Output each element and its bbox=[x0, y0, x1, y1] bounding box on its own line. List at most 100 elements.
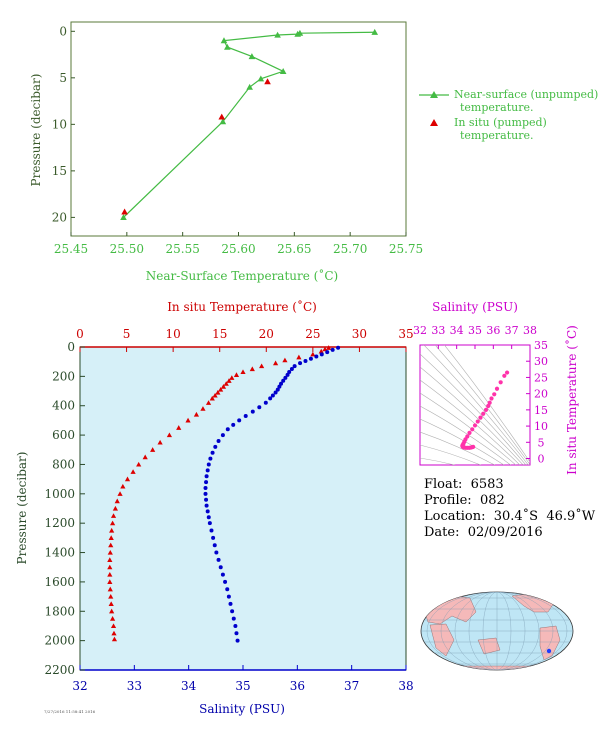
temperature-point bbox=[259, 363, 265, 369]
temperature-point bbox=[150, 447, 156, 452]
ts-y-tick-label: 15 bbox=[534, 404, 548, 417]
temperature-tick-label: 0 bbox=[76, 327, 84, 341]
salinity-point bbox=[268, 396, 273, 401]
ts-point bbox=[487, 400, 492, 405]
unpumped-temperature-point bbox=[246, 83, 253, 90]
salinity-point bbox=[263, 400, 268, 405]
profile-number: Profile: 082 bbox=[424, 493, 505, 508]
unpumped-temperature-point bbox=[220, 37, 228, 44]
legend-label-unpumped: Near-surface (unpumped) temperature. bbox=[454, 88, 601, 114]
salinity-point bbox=[231, 422, 236, 427]
salinity-point bbox=[218, 565, 223, 570]
salinity-point bbox=[277, 384, 282, 389]
ts-point bbox=[472, 423, 478, 428]
ts-point bbox=[478, 415, 483, 420]
temperature-point bbox=[114, 498, 120, 504]
pressure-tick-label: 1800 bbox=[44, 604, 75, 618]
ts-point bbox=[494, 386, 500, 391]
date: Date: 02/09/2016 bbox=[424, 525, 543, 540]
ts-point bbox=[470, 427, 475, 432]
top-x-tick-label: 25.50 bbox=[110, 242, 144, 256]
unpumped-temperature-point bbox=[371, 28, 379, 35]
salinity-point bbox=[234, 631, 239, 636]
ts-x-ticks: 32 33 34 35 36 37 38 bbox=[413, 324, 537, 349]
map-meridian bbox=[482, 592, 512, 670]
temperature-point bbox=[120, 483, 126, 489]
ts-point bbox=[498, 380, 503, 385]
salinity-point bbox=[211, 535, 216, 540]
ts-x-axis-label: Salinity (PSU) bbox=[432, 300, 518, 314]
ts-point bbox=[481, 411, 486, 416]
pumped-temperature-point bbox=[218, 113, 226, 120]
ts-contour-line bbox=[423, 345, 529, 465]
ts-y-tick-label: 35 bbox=[534, 339, 548, 352]
temperature-point bbox=[117, 491, 123, 496]
temperature-point bbox=[212, 392, 218, 398]
salinity-point bbox=[330, 347, 335, 352]
pressure-tick-label: 800 bbox=[52, 457, 75, 471]
temperature-tick-label: 20 bbox=[259, 327, 274, 341]
top-x-axis-label: Near-Surface Temperature (˚C) bbox=[146, 268, 338, 283]
salinity-tick-label: 37 bbox=[344, 679, 359, 693]
pressure-tick-label: 0 bbox=[67, 340, 75, 354]
temperature-point bbox=[229, 375, 235, 380]
ts-x-tick-label: 37 bbox=[505, 324, 519, 337]
ts-y-tick-label: 30 bbox=[534, 355, 548, 368]
temperature-point bbox=[107, 579, 113, 584]
top-x-tick-label: 25.45 bbox=[54, 242, 88, 256]
salinity-point bbox=[214, 550, 219, 555]
salinity-point bbox=[319, 352, 324, 357]
salinity-point bbox=[325, 350, 330, 355]
ts-y-tick-label: 10 bbox=[534, 420, 548, 433]
ts-point bbox=[502, 373, 507, 378]
salinity-point bbox=[204, 474, 209, 479]
salinity-point bbox=[270, 393, 275, 398]
float-location-marker bbox=[546, 648, 552, 654]
profile-chart: 0 5 10 15 20 25 30 35 32 33 34 35 36 37 38 0 200 400 600… bbox=[15, 299, 414, 716]
temperature-point bbox=[111, 630, 117, 636]
temperature-point bbox=[109, 608, 115, 614]
salinity-point bbox=[298, 361, 303, 366]
temperature-point bbox=[296, 354, 302, 360]
profile-y-axis-label: Pressure (decibar) bbox=[15, 452, 29, 565]
ts-y-tick-label: 25 bbox=[534, 371, 548, 384]
temperature-axis-label: In situ Temperature (˚C) bbox=[167, 299, 317, 314]
salinity-tick-label: 32 bbox=[72, 679, 87, 693]
pressure-tick-label: 200 bbox=[52, 369, 75, 383]
top-y-tick-label: 5 bbox=[59, 71, 67, 85]
temperature-point bbox=[142, 454, 148, 460]
ts-point bbox=[475, 419, 480, 424]
salinity-tick-label: 38 bbox=[398, 679, 413, 693]
near-surface-chart: 25.45 25.50 25.55 25.60 25.65 25.70 25.75 0 5 10… bbox=[29, 21, 601, 283]
temperature-point bbox=[218, 386, 224, 392]
temperature-point bbox=[108, 535, 114, 540]
ts-x-tick-label: 33 bbox=[431, 324, 445, 337]
pumped-temperature-point bbox=[121, 208, 128, 215]
ts-y-tick-label: 5 bbox=[538, 436, 545, 449]
temperature-tick-label: 15 bbox=[212, 327, 227, 341]
top-x-tick-label: 25.70 bbox=[333, 242, 367, 256]
salinity-point bbox=[206, 462, 211, 467]
map-meridian bbox=[426, 592, 568, 670]
salinity-point bbox=[279, 381, 284, 386]
ts-x-tick-label: 34 bbox=[450, 324, 464, 337]
salinity-point bbox=[209, 528, 214, 533]
top-y-ticks: 0 5 10 15 20 bbox=[52, 24, 75, 224]
pressure-tick-label: 1200 bbox=[44, 516, 75, 530]
temperature-point bbox=[136, 461, 142, 467]
unpumped-temperature-point bbox=[219, 118, 227, 125]
temperature-point bbox=[215, 389, 221, 395]
unpumped-temperature-point bbox=[279, 68, 287, 74]
pressure-tick-label: 2200 bbox=[44, 663, 75, 677]
top-x-ticks: 25.45 25.50 25.55 25.60 25.65 25.70 25.75 bbox=[54, 232, 423, 256]
salinity-point bbox=[231, 616, 236, 621]
map-meridian bbox=[468, 592, 526, 670]
salinity-point bbox=[220, 433, 225, 438]
salinity-point bbox=[216, 438, 221, 443]
temperature-tick-label: 5 bbox=[123, 327, 131, 341]
unpumped-temperature-point bbox=[274, 31, 281, 38]
ts-y-tick-label: 0 bbox=[538, 453, 545, 466]
salinity-point bbox=[210, 450, 215, 455]
